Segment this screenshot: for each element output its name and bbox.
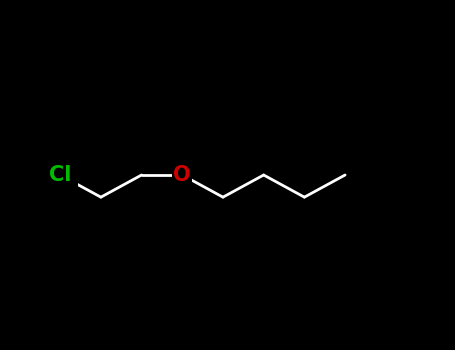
Text: Cl: Cl [49, 165, 71, 185]
FancyBboxPatch shape [40, 162, 78, 188]
Text: O: O [173, 165, 191, 185]
FancyBboxPatch shape [172, 162, 192, 188]
